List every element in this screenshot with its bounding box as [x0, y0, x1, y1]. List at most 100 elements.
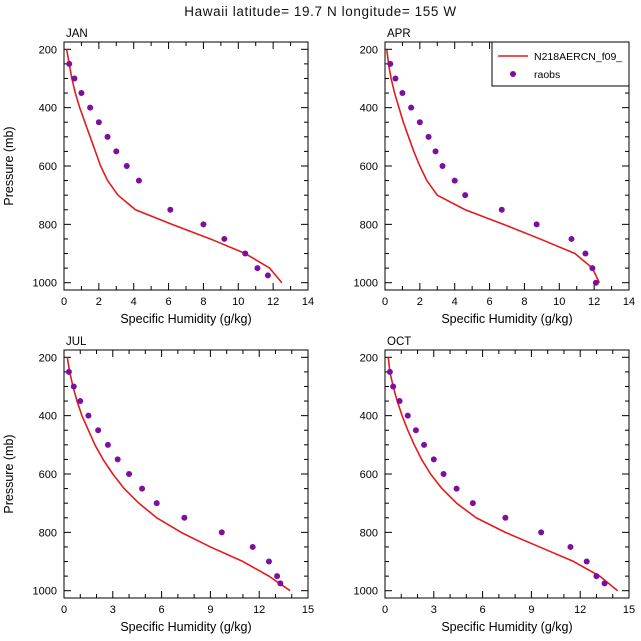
raobs-dot: [264, 272, 271, 279]
raobs-dot: [200, 221, 207, 228]
x-tick-label: 9: [528, 604, 534, 616]
raobs-dot: [85, 412, 92, 419]
raobs-dot: [265, 558, 272, 565]
raobs-dot: [592, 279, 599, 286]
raobs-dot: [66, 60, 73, 67]
raobs-dot: [399, 90, 406, 97]
x-axis-title: Specific Humidity (g/kg): [441, 620, 572, 634]
y-tick-label: 600: [39, 161, 57, 173]
y-tick-label: 800: [360, 219, 378, 231]
raobs-dot: [601, 580, 608, 587]
raobs-dot: [439, 163, 446, 169]
y-tick-label: 200: [39, 44, 57, 56]
x-tick-label: 15: [302, 604, 314, 616]
x-tick-label: 6: [159, 604, 165, 616]
x-tick-label: 10: [553, 296, 565, 308]
x-tick-label: 9: [207, 604, 213, 616]
raobs-points: [387, 60, 599, 286]
raobs-dot: [218, 529, 225, 536]
raobs-dot: [502, 514, 509, 521]
raobs-dot: [65, 368, 72, 375]
y-tick-label: 600: [360, 161, 378, 173]
raobs-dot: [254, 265, 261, 272]
y-tick-label: 800: [39, 527, 57, 539]
raobs-dot: [387, 60, 394, 67]
raobs-dot: [78, 90, 85, 97]
y-axis-title: Pressure (mb): [2, 126, 16, 205]
raobs-dot: [430, 456, 437, 463]
y-axis: 200 400 600 800 1000: [354, 352, 629, 598]
x-tick-label: 12: [574, 604, 586, 616]
y-axis: 200 400 600 800 1000: [33, 44, 308, 290]
legend-dot-sample: [510, 71, 516, 77]
raobs-dot: [451, 177, 458, 184]
raobs-dot: [440, 471, 447, 477]
x-axis-title: Specific Humidity (g/kg): [120, 312, 251, 326]
y-tick-label: 400: [39, 103, 57, 115]
raobs-dot: [153, 500, 160, 507]
raobs-dot: [221, 235, 228, 242]
x-tick-label: 3: [110, 604, 116, 616]
raobs-dot: [95, 119, 102, 126]
y-tick-label: 600: [360, 469, 378, 481]
y-tick-label: 1000: [33, 278, 57, 290]
x-tick-label: 10: [232, 296, 244, 308]
y-tick-label: 200: [39, 352, 57, 364]
raobs-dot: [390, 383, 397, 390]
y-tick-label: 200: [360, 44, 378, 56]
y-axis: 200 400 600 800 1000: [354, 44, 629, 290]
legend: N218AERCN_f09_raobs: [491, 41, 630, 87]
x-tick-label: 2: [96, 296, 102, 308]
raobs-dot: [498, 206, 505, 213]
chart-panel-jul: 0 3 6 9 12 15 200 400 600 800 1000 JUL Pressure (mb)…: [2, 336, 314, 634]
raobs-dot: [462, 192, 469, 199]
x-tick-label: 0: [382, 604, 388, 616]
y-tick-label: 200: [360, 352, 378, 364]
raobs-dot: [416, 119, 423, 126]
raobs-dot: [126, 471, 133, 477]
raobs-dot: [593, 573, 600, 580]
raobs-dot: [408, 104, 415, 111]
raobs-dot: [386, 368, 393, 375]
x-tick-label: 8: [521, 296, 527, 308]
x-axis: 0 3 6 9 12 15: [382, 350, 635, 616]
y-tick-label: 400: [360, 411, 378, 423]
raobs-dot: [139, 485, 146, 492]
x-tick-label: 6: [166, 296, 172, 308]
raobs-dot: [412, 427, 419, 434]
raobs-dot: [113, 148, 120, 155]
x-tick-label: 8: [200, 296, 206, 308]
raobs-dot: [104, 133, 111, 140]
raobs-dot: [87, 104, 94, 111]
raobs-dot: [396, 398, 403, 405]
raobs-dot: [123, 163, 130, 169]
raobs-dot: [432, 148, 439, 155]
raobs-points: [66, 60, 271, 279]
month-label: JAN: [66, 28, 88, 40]
raobs-dot: [582, 250, 589, 257]
y-tick-label: 400: [360, 103, 378, 115]
x-axis-title: Specific Humidity (g/kg): [441, 312, 572, 326]
y-tick-label: 800: [39, 219, 57, 231]
x-axis: 0 2 4 6 8 10 12 14: [61, 42, 314, 308]
raobs-dot: [104, 441, 111, 448]
raobs-dot: [95, 427, 102, 434]
x-tick-label: 14: [302, 296, 314, 308]
raobs-dot: [181, 514, 188, 521]
model-line: [387, 357, 619, 592]
raobs-dot: [589, 265, 596, 272]
raobs-dot: [469, 500, 476, 507]
raobs-dot: [567, 543, 574, 550]
x-axis-title: Specific Humidity (g/kg): [120, 620, 251, 634]
raobs-points: [386, 368, 608, 587]
y-tick-label: 1000: [354, 278, 378, 290]
raobs-dot: [533, 221, 540, 228]
raobs-dot: [114, 456, 121, 463]
raobs-dot: [538, 529, 545, 536]
raobs-dot: [77, 398, 84, 405]
x-tick-label: 6: [480, 604, 486, 616]
y-axis-title: Pressure (mb): [2, 434, 16, 513]
x-tick-label: 15: [623, 604, 635, 616]
x-tick-label: 14: [623, 296, 635, 308]
y-tick-label: 1000: [33, 586, 57, 598]
